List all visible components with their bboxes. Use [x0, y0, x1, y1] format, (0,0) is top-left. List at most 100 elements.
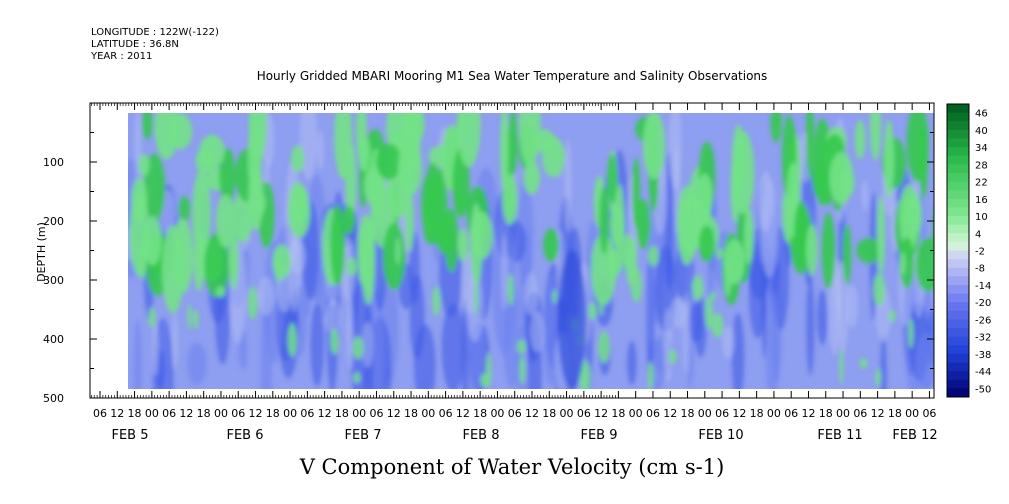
colorbar-swatch [947, 172, 969, 183]
negative-streak [187, 342, 207, 386]
positive-patch [607, 248, 620, 280]
colorbar-label: -26 [975, 315, 991, 326]
colorbar-swatch [947, 233, 969, 243]
positive-fleck [519, 356, 526, 385]
colorbar-swatch [947, 388, 969, 398]
negative-streak [441, 303, 465, 389]
neutral-streak [501, 233, 508, 311]
positive-patch [599, 186, 610, 255]
positive-patch [402, 113, 413, 157]
colorbar-swatch [947, 224, 969, 234]
x-hour-label: 00 [145, 407, 159, 420]
neutral-streak [721, 326, 735, 359]
colorbar-swatch [947, 259, 969, 269]
positive-fleck [138, 245, 147, 279]
colorbar-labels: 46 40 34 28 22 16 10 4 -2 -8 -14 -20 -26 -32 -38 -44 -50 [975, 109, 991, 396]
latitude-label: LATITUDE : 36.8N [91, 39, 179, 50]
colorbar-swatch [947, 207, 969, 217]
x-hour-label: 18 [266, 407, 280, 420]
positive-fleck [668, 349, 677, 364]
colorbar-swatch [947, 328, 969, 338]
positive-fleck [711, 312, 724, 338]
x-date-label: FEB 7 [344, 428, 381, 443]
positive-patch [743, 208, 754, 265]
x-hour-label: 12 [249, 407, 263, 420]
colorbar-label: 40 [975, 126, 988, 137]
positive-patch [143, 153, 166, 222]
colorbar-label: -32 [975, 333, 991, 344]
positive-patch [376, 143, 402, 180]
x-hour-label: 00 [490, 407, 504, 420]
x-hour-label: 06 [300, 407, 314, 420]
velocity-blobs [128, 113, 934, 389]
positive-fleck [630, 268, 643, 303]
x-date-label: FEB 9 [580, 428, 617, 443]
positive-patch [219, 148, 236, 204]
positive-patch [470, 203, 483, 287]
neutral-streak [152, 323, 160, 377]
positive-patch [216, 194, 236, 248]
positive-patch [899, 184, 919, 252]
x-hour-label: 18 [197, 407, 211, 420]
positive-patch [138, 153, 150, 177]
positive-fleck [192, 309, 199, 330]
neutral-streak [670, 297, 688, 329]
colorbar-label: 16 [975, 195, 988, 206]
positive-patch [696, 173, 713, 218]
x-hour-label: 06 [577, 407, 591, 420]
colorbar-label: -38 [975, 350, 991, 361]
x-hour-label: 00 [836, 407, 850, 420]
positive-patch [204, 233, 230, 298]
positive-patch [806, 113, 815, 179]
neutral-streak [172, 313, 179, 369]
x-hour-label: 06 [369, 407, 383, 420]
colorbar-swatch [947, 181, 969, 191]
negative-streak [409, 274, 425, 360]
colorbar-label: -44 [975, 367, 991, 378]
positive-fleck [346, 257, 357, 277]
colorbar-swatch [947, 276, 969, 286]
positive-fleck [873, 273, 886, 307]
x-hour-label: 06 [93, 407, 107, 420]
positive-patch [228, 231, 239, 290]
positive-fleck [486, 352, 492, 387]
colorbar-swatch [947, 190, 969, 200]
colorbar-label: -20 [975, 298, 991, 309]
colorbar-swatch [947, 250, 969, 260]
x-hour-label: 18 [404, 407, 418, 420]
positive-patch [590, 233, 617, 306]
x-date-label: FEB 10 [698, 428, 743, 443]
x-ticks [91, 103, 930, 398]
positive-patch [818, 169, 829, 201]
x-hour-label: 06 [922, 407, 936, 420]
positive-patch [632, 157, 641, 229]
x-hour-label: 18 [888, 407, 902, 420]
colorbar-swatch [947, 155, 969, 165]
negative-streak [806, 276, 815, 376]
positive-fleck [473, 280, 479, 315]
positive-patch [876, 196, 886, 274]
positive-patch [542, 136, 565, 178]
x-hour-label: 12 [801, 407, 815, 420]
positive-patch [405, 189, 414, 253]
positive-fleck [599, 297, 604, 316]
colorbar-swatch [947, 336, 969, 346]
colorbar-swatch [947, 353, 969, 364]
positive-fleck [352, 336, 364, 360]
positive-patch [829, 151, 854, 205]
colorbar-frame [946, 103, 970, 398]
neutral-streak [317, 129, 325, 171]
colorbar-swatch [947, 198, 969, 208]
positive-patch [457, 228, 469, 262]
positive-fleck [588, 302, 597, 321]
positive-patch [444, 208, 459, 273]
x-hour-label: 06 [853, 407, 867, 420]
positive-patch [609, 204, 624, 246]
positive-fleck [330, 328, 339, 355]
negative-streak [310, 303, 324, 387]
neutral-streak [529, 311, 545, 353]
positive-fleck [622, 234, 633, 271]
neutral-streak [346, 296, 354, 369]
positive-patch [906, 113, 929, 182]
x-hour-label: 12 [318, 407, 332, 420]
